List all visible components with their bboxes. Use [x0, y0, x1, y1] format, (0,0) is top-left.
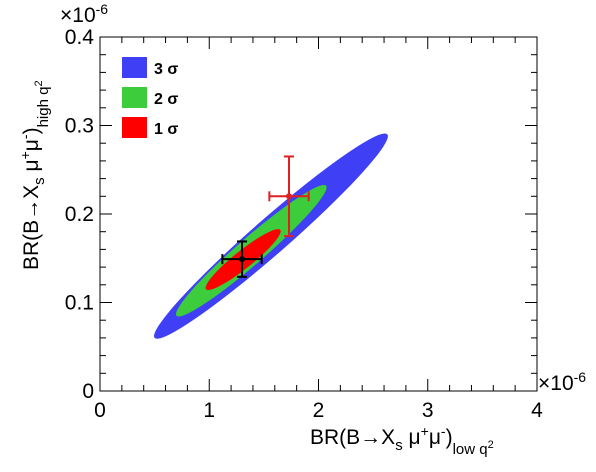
x-title-mu: μ [403, 426, 421, 449]
y-title-region-sup: 2 [33, 80, 45, 86]
y-title-sup2: - [17, 134, 33, 139]
x-tick-label: 1 [203, 399, 215, 422]
y-tick-label: 0 [82, 380, 94, 403]
x-exponent-label: ×10-6 [538, 369, 586, 395]
contour-layer [154, 133, 388, 339]
legend-label-2sigma: 2 σ [154, 91, 178, 108]
x-title-main: BR(B→X [310, 426, 395, 449]
data-point-red [268, 155, 310, 238]
data-point-black [221, 240, 263, 278]
point-marker [239, 256, 246, 263]
x-title-region-sup: 2 [488, 439, 494, 451]
y-title-sub-s: s [31, 177, 48, 185]
x-title-mu2: μ [429, 426, 441, 449]
y-title-sup1: + [17, 151, 33, 159]
y-title-mu2: μ [20, 139, 43, 151]
x-title-region: low q [453, 441, 488, 458]
x-tick-label: 3 [422, 399, 434, 422]
x-title-close: ) [446, 426, 453, 449]
data-points-layer [221, 155, 310, 278]
x-title-sup2: - [441, 423, 446, 439]
x-title-sup1: + [421, 423, 429, 439]
x-tick-label: 2 [313, 399, 325, 422]
y-exponent-sup: -6 [96, 1, 109, 17]
y-tick-label: 0.2 [65, 203, 94, 226]
x-tick-label: 0 [94, 399, 106, 422]
x-exponent-base: ×10 [538, 372, 574, 395]
y-tick-label: 0.3 [65, 115, 94, 138]
tick-labels: 0 1 2 3 4 0 0.1 0.2 0.3 0.4 [65, 26, 543, 422]
y-title-close: ) [20, 127, 43, 134]
axis-ticks [99, 36, 538, 392]
legend-swatch-3sigma [122, 57, 147, 78]
legend-label-3sigma: 3 σ [154, 61, 178, 78]
point-marker [286, 193, 293, 200]
y-exponent-base: ×10 [60, 4, 96, 27]
x-tick-label: 4 [531, 399, 543, 422]
x-axis-title: BR(B→Xs μ+μ-)low q2 [310, 423, 494, 458]
y-title-region: high q [35, 87, 52, 128]
legend-label-1sigma: 1 σ [154, 121, 178, 138]
y-axis-title: BR(B→Xs μ+μ-)high q2 [17, 80, 52, 270]
y-title-main: BR(B→X [20, 185, 43, 270]
x-exponent-sup: -6 [574, 369, 587, 385]
legend-swatch-1sigma [122, 117, 147, 138]
legend-swatch-2sigma [122, 87, 147, 108]
y-exponent-label: ×10-6 [60, 1, 108, 27]
x-title-sub-s: s [395, 437, 403, 454]
legend: 3 σ 2 σ 1 σ [122, 57, 178, 138]
y-title-mu: μ [20, 159, 43, 177]
y-tick-label: 0.1 [65, 292, 94, 315]
y-tick-label: 0.4 [65, 26, 95, 49]
